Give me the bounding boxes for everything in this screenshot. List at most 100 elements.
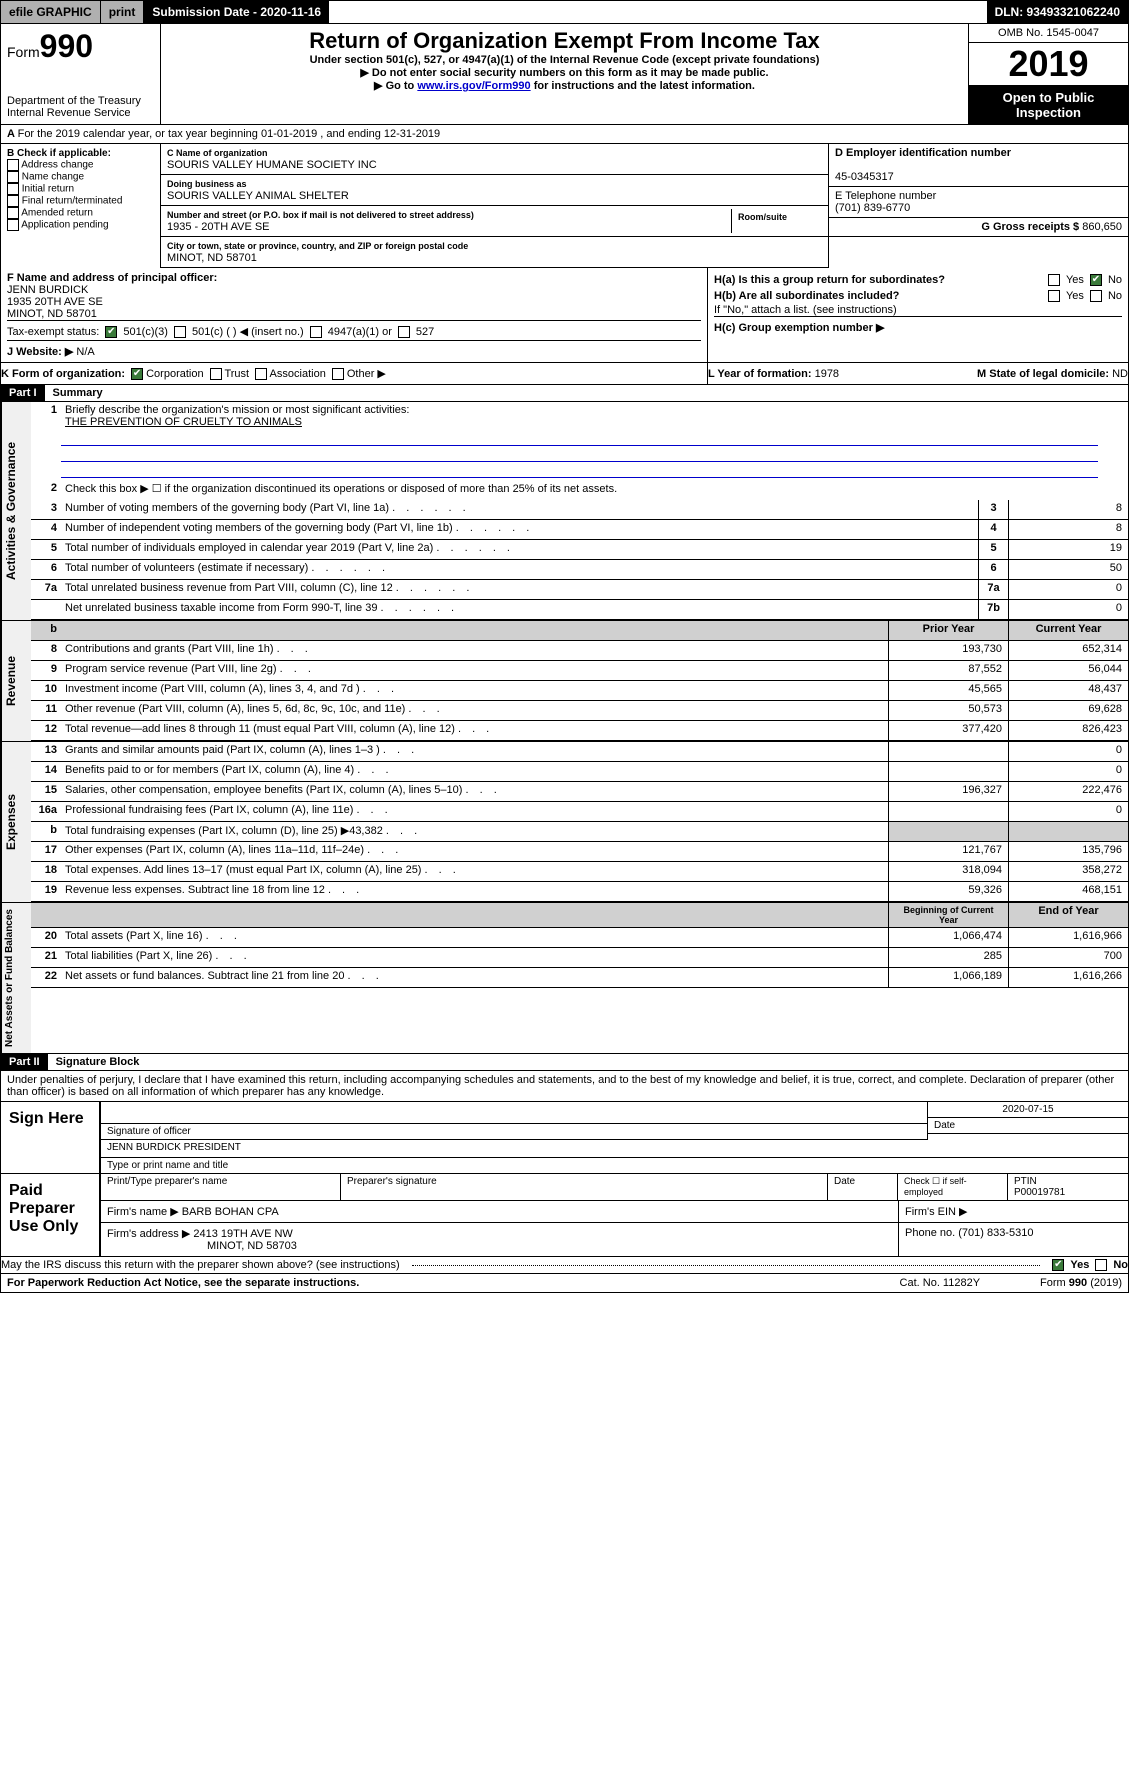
officer-name-title: JENN BURDICK PRESIDENT xyxy=(101,1140,1128,1158)
form-header: Form990 Department of the Treasury Inter… xyxy=(0,24,1129,125)
k-checkbox[interactable] xyxy=(332,368,344,380)
l1-label: Briefly describe the organization's miss… xyxy=(65,404,409,416)
g-label: G Gross receipts $ xyxy=(981,221,1079,233)
table-row: 13Grants and similar amounts paid (Part … xyxy=(31,742,1128,762)
hb-no-checkbox[interactable] xyxy=(1090,290,1102,302)
tax-year-range: For the 2019 calendar year, or tax year … xyxy=(18,128,441,140)
firm-ein-label: Firm's EIN ▶ xyxy=(898,1201,1128,1222)
table-row: 18Total expenses. Add lines 13–17 (must … xyxy=(31,862,1128,882)
firm-addr2: MINOT, ND 58703 xyxy=(107,1240,297,1252)
b-option: Amended return xyxy=(7,207,154,219)
sign-here-label: Sign Here xyxy=(1,1102,101,1173)
footer-left: For Paperwork Reduction Act Notice, see … xyxy=(7,1277,359,1289)
name-title-label: Type or print name and title xyxy=(101,1158,1128,1173)
b-checkbox[interactable] xyxy=(7,171,19,183)
footer: For Paperwork Reduction Act Notice, see … xyxy=(0,1274,1129,1293)
table-row: 17Other expenses (Part IX, column (A), l… xyxy=(31,842,1128,862)
form-title: Return of Organization Exempt From Incom… xyxy=(167,28,962,54)
firm-name-label: Firm's name ▶ xyxy=(107,1206,179,1218)
addr-label: Number and street (or P.O. box if mail i… xyxy=(167,210,474,220)
prep-sig-label: Preparer's signature xyxy=(341,1174,828,1200)
c-label: C Name of organization xyxy=(167,148,268,158)
paid-preparer-block: Paid Preparer Use Only Print/Type prepar… xyxy=(0,1174,1129,1257)
l2-text: Check this box ▶ ☐ if the organization d… xyxy=(61,480,1128,500)
b-checkbox[interactable] xyxy=(7,183,19,195)
ha-yes-checkbox[interactable] xyxy=(1048,274,1060,286)
501c3-checkbox[interactable]: ✔ xyxy=(105,326,117,338)
discuss-yes-checkbox[interactable]: ✔ xyxy=(1052,1259,1064,1271)
irs-link[interactable]: www.irs.gov/Form990 xyxy=(417,80,530,92)
sig-officer-label: Signature of officer xyxy=(101,1124,927,1140)
opt-501c3: 501(c)(3) xyxy=(123,326,168,338)
no-label: No xyxy=(1108,274,1122,286)
b-option: Application pending xyxy=(7,219,154,231)
mission: THE PREVENTION OF CRUELTY TO ANIMALS xyxy=(65,416,302,428)
k-checkbox[interactable] xyxy=(210,368,222,380)
officer-addr2: MINOT, ND 58701 xyxy=(7,308,701,320)
state-domicile: ND xyxy=(1112,368,1128,380)
current-year-header: Current Year xyxy=(1008,621,1128,640)
yes-label2: Yes xyxy=(1066,290,1084,302)
netassets-section: Net Assets or Fund Balances Beginning of… xyxy=(0,903,1129,1054)
table-row: 22Net assets or fund balances. Subtract … xyxy=(31,968,1128,988)
j-label: J Website: ▶ xyxy=(7,346,73,358)
col-b: b xyxy=(31,621,61,640)
firm-name: BARB BOHAN CPA xyxy=(182,1206,279,1218)
table-row: 8Contributions and grants (Part VIII, li… xyxy=(31,641,1128,661)
b-option: Initial return xyxy=(7,183,154,195)
k-option: Other ▶ xyxy=(332,367,386,380)
k-checkbox[interactable]: ✔ xyxy=(131,368,143,380)
table-row: 20Total assets (Part X, line 16) . . .1,… xyxy=(31,928,1128,948)
k-checkbox[interactable] xyxy=(255,368,267,380)
firm-addr1: 2413 19TH AVE NW xyxy=(193,1228,292,1240)
b-header: B Check if applicable: xyxy=(7,148,111,159)
officer-addr1: 1935 20TH AVE SE xyxy=(7,296,701,308)
section-bcdeg: B Check if applicable: Address change Na… xyxy=(0,144,1129,268)
discuss-yes: Yes xyxy=(1070,1259,1089,1271)
discuss-no-checkbox[interactable] xyxy=(1095,1259,1107,1271)
gross-receipts: 860,650 xyxy=(1082,221,1122,233)
ha-no-checkbox[interactable]: ✔ xyxy=(1090,274,1102,286)
top-toolbar: efile GRAPHIC print Submission Date - 20… xyxy=(0,0,1129,24)
part-i-header: Part I Summary xyxy=(0,385,1129,402)
b-checkbox[interactable] xyxy=(7,159,19,171)
street-address: 1935 - 20TH AVE SE xyxy=(167,221,270,233)
website: N/A xyxy=(76,346,94,358)
k-option: Trust xyxy=(210,368,250,380)
b-option: Address change xyxy=(7,159,154,171)
hb-label: H(b) Are all subordinates included? xyxy=(714,290,899,302)
b-checkbox[interactable] xyxy=(7,219,19,231)
paid-preparer-label: Paid Preparer Use Only xyxy=(1,1174,101,1256)
officer-name: JENN BURDICK xyxy=(7,284,701,296)
527-checkbox[interactable] xyxy=(398,326,410,338)
footer-mid: Cat. No. 11282Y xyxy=(900,1277,981,1289)
table-row: 21Total liabilities (Part X, line 26) . … xyxy=(31,948,1128,968)
b-checkbox[interactable] xyxy=(7,207,19,219)
firm-addr-label: Firm's address ▶ xyxy=(107,1228,190,1240)
b-option: Final return/terminated xyxy=(7,195,154,207)
table-row: 6Total number of volunteers (estimate if… xyxy=(31,560,1128,580)
prep-name-label: Print/Type preparer's name xyxy=(101,1174,341,1200)
dln: DLN: 93493321062240 xyxy=(987,1,1128,23)
b-checkbox[interactable] xyxy=(7,195,19,207)
b-option: Name change xyxy=(7,171,154,183)
efile-button[interactable]: efile GRAPHIC xyxy=(1,1,101,23)
k-label: K Form of organization: xyxy=(1,368,125,380)
part-i-title: Summary xyxy=(45,385,111,401)
501c-checkbox[interactable] xyxy=(174,326,186,338)
section-a: A For the 2019 calendar year, or tax yea… xyxy=(0,125,1129,144)
4947-checkbox[interactable] xyxy=(310,326,322,338)
table-row: 12Total revenue—add lines 8 through 11 (… xyxy=(31,721,1128,741)
table-row: 9Program service revenue (Part VIII, lin… xyxy=(31,661,1128,681)
m-label: M State of legal domicile: xyxy=(977,368,1109,380)
governance-section: Activities & Governance 1Briefly describ… xyxy=(0,402,1129,621)
section-klm: K Form of organization: ✔ Corporation Tr… xyxy=(0,363,1129,385)
header-sub2: ▶ Do not enter social security numbers o… xyxy=(167,66,962,79)
hb-note: If "No," attach a list. (see instruction… xyxy=(714,304,1122,316)
prior-year-header: Prior Year xyxy=(888,621,1008,640)
self-emp-label: Check ☐ if self-employed xyxy=(898,1174,1008,1200)
print-button[interactable]: print xyxy=(101,1,145,23)
hb-yes-checkbox[interactable] xyxy=(1048,290,1060,302)
table-row: bTotal fundraising expenses (Part IX, co… xyxy=(31,822,1128,842)
footer-right: Form 990 (2019) xyxy=(1040,1277,1122,1289)
